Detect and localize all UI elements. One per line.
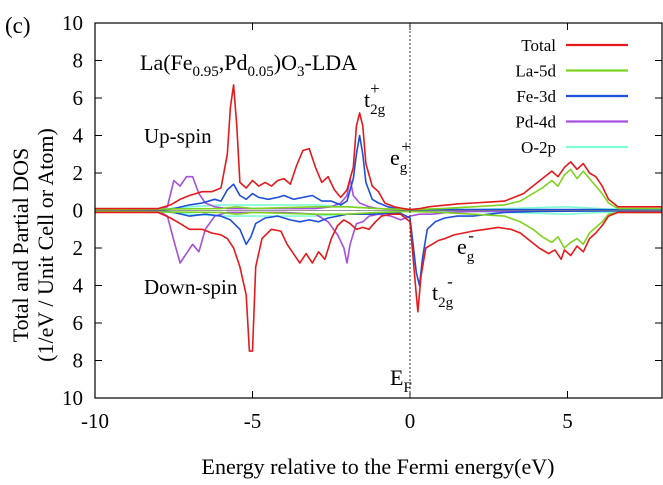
y-axis-label-line1: Total and Partial DOS: [8, 148, 33, 343]
y-tick-label: 8: [73, 49, 84, 73]
y-tick-label: 6: [73, 311, 84, 335]
annotation-down-spin: Down-spin: [144, 275, 238, 299]
legend-label-o-2p: O-2p: [521, 138, 556, 157]
y-tick-label: 2: [73, 161, 84, 185]
y-tick-label: 4: [73, 274, 84, 298]
title-part-c: ,Pd: [219, 50, 248, 75]
series-layer: [94, 84, 663, 352]
y-axis-label-line2: (1/eV / Unit Cell or Atom): [33, 128, 58, 362]
eg-up-sub: g: [400, 160, 408, 176]
ef-sub: F: [403, 380, 411, 396]
t2g-up-sup: +: [370, 79, 380, 98]
x-tick-label: -10: [81, 409, 109, 433]
ef-base: E: [390, 365, 403, 390]
title-part-d: 0.05: [248, 64, 274, 80]
annotation-t2g-up: t2g +: [364, 79, 386, 118]
legend-label-pd-4d: Pd-4d: [515, 113, 556, 132]
series-line-la-5d-up: [94, 168, 662, 211]
eg-down-base: e: [457, 234, 467, 259]
series-line-fe-3d-down: [95, 209, 663, 287]
x-tick-label: 0: [405, 409, 416, 433]
series-line-total-up: [95, 84, 662, 211]
panel-label: (c): [5, 13, 31, 38]
title-part-a: La(Fe: [140, 50, 193, 75]
title-part-b: 0.95: [193, 64, 219, 80]
t2g-up-sub: 2g: [370, 102, 386, 118]
eg-up-base: e: [390, 145, 400, 170]
x-tick-label: 5: [562, 409, 573, 433]
t2g-down-base: t: [432, 280, 438, 305]
y-tick-label: 2: [73, 236, 84, 260]
y-tick-label: 10: [62, 11, 83, 35]
x-axis-label: Energy relative to the Fermi energy(eV): [202, 454, 555, 479]
t2g-up-base: t: [364, 87, 370, 112]
annotation-eg-down: eg -: [457, 226, 475, 265]
eg-down-sub: g: [467, 249, 475, 265]
series-line-la-5d-down: [94, 210, 662, 249]
eg-down-sup: -: [468, 226, 474, 245]
y-tick-label: 8: [73, 349, 84, 373]
title-part-f: 3: [297, 64, 305, 80]
plot-frame: [94, 22, 663, 399]
series-line-fe-3d-up: [95, 134, 663, 212]
annotation-eg-up: eg +: [390, 137, 411, 176]
eg-up-sup: +: [401, 137, 411, 156]
annotation-up-spin: Up-spin: [144, 124, 212, 148]
t2g-down-sub: 2g: [438, 295, 454, 311]
legend-label-la-5d: La-5d: [515, 62, 556, 81]
title-part-e: )O: [274, 50, 297, 75]
legend-label-fe-3d: Fe-3d: [516, 87, 556, 106]
y-tick-label: 0: [73, 199, 84, 223]
x-tick-label: -5: [244, 409, 262, 433]
y-tick-label: 4: [73, 124, 84, 148]
title-part-g: -LDA: [305, 50, 358, 75]
series-line-pd-4d-up: [95, 175, 662, 212]
series-line-total-down: [95, 211, 662, 352]
annotation-t2g-down: t2g -: [432, 272, 454, 311]
y-tick-label: 10: [62, 386, 83, 410]
annotation-fermi: EF: [390, 365, 412, 396]
legend-label-total: Total: [521, 36, 556, 55]
y-tick-label: 6: [73, 86, 84, 110]
legend: Total La-5d Fe-3d Pd-4d O-2p: [515, 36, 628, 157]
chart-title: La(Fe0.95,Pd0.05)O3-LDA: [140, 50, 357, 80]
t2g-down-sup: -: [447, 272, 453, 291]
